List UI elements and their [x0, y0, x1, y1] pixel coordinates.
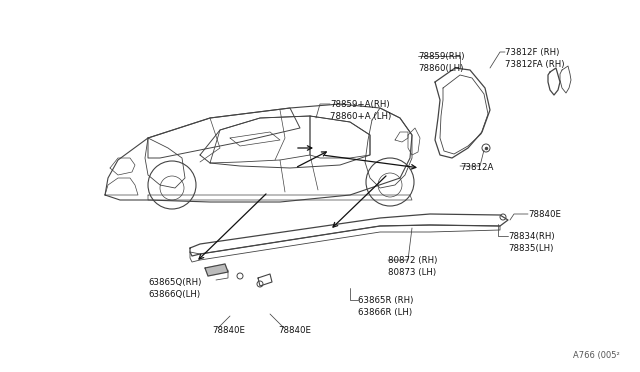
- Text: 73812F (RH): 73812F (RH): [505, 48, 559, 57]
- Text: 78835(LH): 78835(LH): [508, 244, 554, 253]
- Text: 78840E: 78840E: [212, 326, 245, 335]
- Text: 80872 (RH): 80872 (RH): [388, 256, 437, 265]
- Text: 63866R (LH): 63866R (LH): [358, 308, 412, 317]
- Text: A766 (005²: A766 (005²: [573, 351, 620, 360]
- Text: 80873 (LH): 80873 (LH): [388, 268, 436, 277]
- Text: 78840E: 78840E: [528, 210, 561, 219]
- Text: 78860(LH): 78860(LH): [418, 64, 463, 73]
- Text: 78859(RH): 78859(RH): [418, 52, 465, 61]
- Text: 63865Q(RH): 63865Q(RH): [148, 278, 202, 287]
- Text: 78860+A (LH): 78860+A (LH): [330, 112, 391, 121]
- Text: 63866Q(LH): 63866Q(LH): [148, 290, 200, 299]
- Polygon shape: [205, 264, 228, 276]
- Text: 78840E: 78840E: [278, 326, 311, 335]
- Text: 78859+A(RH): 78859+A(RH): [330, 100, 390, 109]
- Text: 73812A: 73812A: [460, 163, 493, 172]
- Text: 63865R (RH): 63865R (RH): [358, 296, 413, 305]
- Text: 78834(RH): 78834(RH): [508, 232, 555, 241]
- Text: 73812FA (RH): 73812FA (RH): [505, 60, 564, 69]
